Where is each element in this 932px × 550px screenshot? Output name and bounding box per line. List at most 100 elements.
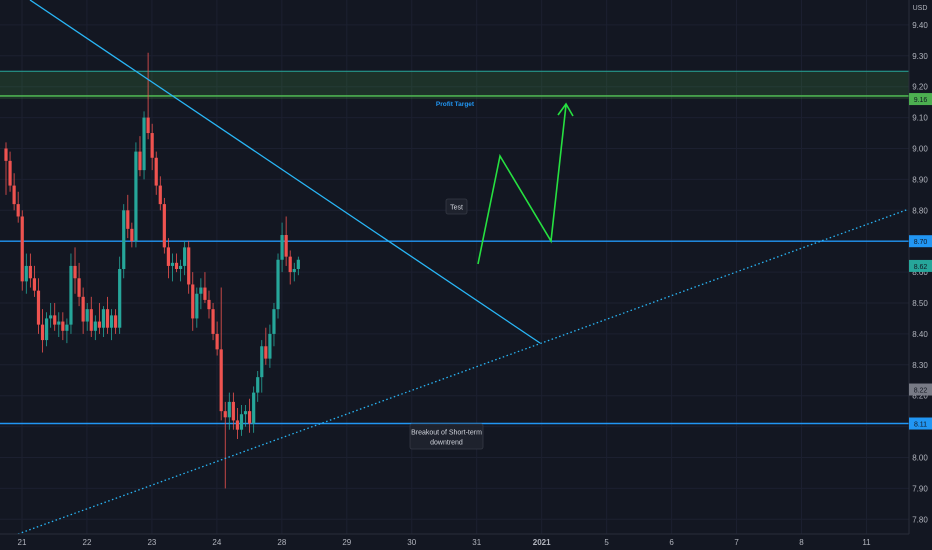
candle-body: [288, 256, 292, 273]
candle-body: [16, 204, 20, 217]
candle-body: [284, 235, 288, 257]
y-tick-label: 9.20: [912, 83, 928, 92]
candle-body: [166, 247, 170, 266]
candle-body: [97, 321, 101, 328]
price-badge: [909, 235, 932, 248]
target-zone: [0, 71, 909, 100]
candle-body: [203, 287, 207, 300]
profit-zone: [0, 71, 909, 100]
y-tick-label: 9.40: [912, 21, 928, 30]
candle-body: [280, 235, 284, 260]
candle-body: [187, 247, 191, 285]
y-tick-label: 9.10: [912, 114, 928, 123]
y-tick-label: 8.90: [912, 175, 928, 184]
x-tick-label: 29: [342, 538, 351, 547]
candle-body: [118, 269, 122, 328]
x-tick-label: 8: [799, 538, 804, 547]
trend-lines: [17, 0, 910, 535]
candle-body: [154, 157, 158, 186]
price-badge: [909, 259, 932, 272]
x-tick-label: 2021: [533, 538, 551, 547]
candle-body: [114, 315, 118, 328]
candle-body: [211, 309, 215, 334]
candle-body: [57, 321, 61, 325]
downtrend-line: [29, 0, 541, 344]
y-tick-label: 8.00: [912, 454, 928, 463]
candle-body: [235, 420, 240, 430]
candle-body: [248, 411, 252, 424]
price-axis[interactable]: USD 7.807.908.008.108.208.308.408.508.60…: [908, 0, 932, 550]
candle-body: [12, 185, 16, 205]
candle-body: [142, 117, 146, 171]
candle-body: [126, 210, 130, 229]
projected-arrowhead: [557, 102, 574, 117]
candle-body: [134, 151, 138, 242]
x-tick-label: 5: [604, 538, 609, 547]
time-axis[interactable]: 21 22 23 24 28 29 30 31 2021 5 6 7 8 11: [0, 533, 932, 550]
price-badge: [909, 93, 932, 106]
candle-body: [53, 315, 57, 325]
price-badge-label: 8.22: [914, 388, 928, 395]
price-badge-label: 8.11: [914, 422, 927, 429]
candle-body: [122, 210, 126, 270]
candle-body: [8, 160, 12, 186]
candle-body: [239, 414, 244, 430]
candle-body: [256, 377, 260, 393]
y-tick-label: 9.30: [912, 52, 928, 61]
candle-body: [77, 278, 81, 297]
horizontal-levels: [0, 70, 909, 425]
candle-body: [191, 284, 195, 319]
candle-body: [243, 411, 248, 415]
x-tick-label: 21: [18, 538, 27, 547]
currency-label: USD: [913, 5, 928, 12]
candle-body: [219, 349, 223, 412]
candle-body: [227, 401, 231, 418]
candle-body: [272, 309, 276, 334]
y-tick-label: 8.60: [912, 268, 928, 277]
candle-body: [61, 321, 65, 331]
candle-body: [215, 333, 219, 350]
candle-body: [89, 309, 93, 331]
candle-body: [4, 148, 8, 161]
x-tick-label: 7: [734, 538, 739, 547]
y-tick-label: 9.00: [912, 145, 928, 154]
x-tick-label: 28: [277, 538, 286, 547]
candle-body: [276, 259, 280, 310]
x-tick-label: 11: [862, 538, 871, 547]
candle-body: [146, 117, 150, 134]
candle-body: [183, 247, 187, 266]
candle-body: [105, 309, 110, 328]
candle-body: [32, 278, 37, 291]
breakout-label-line1: Breakout of Short-term: [411, 430, 482, 437]
candle-body: [20, 216, 24, 282]
x-tick-label: 23: [147, 538, 156, 547]
candle-body: [150, 133, 154, 158]
test-callout: Test: [445, 198, 468, 215]
y-tick-label: 8.40: [912, 330, 928, 339]
candle-body: [174, 262, 179, 270]
candle-body: [49, 315, 53, 319]
candle-body: [28, 265, 32, 279]
x-tick-label: 22: [83, 538, 92, 547]
candle-body: [24, 265, 28, 282]
candle-body: [109, 315, 114, 328]
y-tick-label: 8.20: [912, 392, 928, 401]
candle-body: [199, 287, 203, 294]
x-tick-label: 24: [212, 538, 221, 547]
breakout-label-line2: downtrend: [430, 440, 463, 447]
y-tick-label: 8.80: [912, 206, 928, 215]
price-badge-label: 9.16: [914, 97, 928, 104]
candle-body: [101, 309, 106, 328]
candle-body: [296, 259, 300, 270]
candle-body: [178, 265, 183, 270]
price-badge: [909, 383, 932, 396]
candle-body: [45, 318, 49, 341]
candle-body: [223, 411, 227, 418]
candle-body: [292, 269, 296, 273]
x-tick-label: 6: [669, 538, 674, 547]
x-tick-label: 30: [407, 538, 416, 547]
candle-body: [65, 324, 69, 331]
candle-body: [252, 392, 256, 424]
candle-body: [138, 151, 142, 171]
